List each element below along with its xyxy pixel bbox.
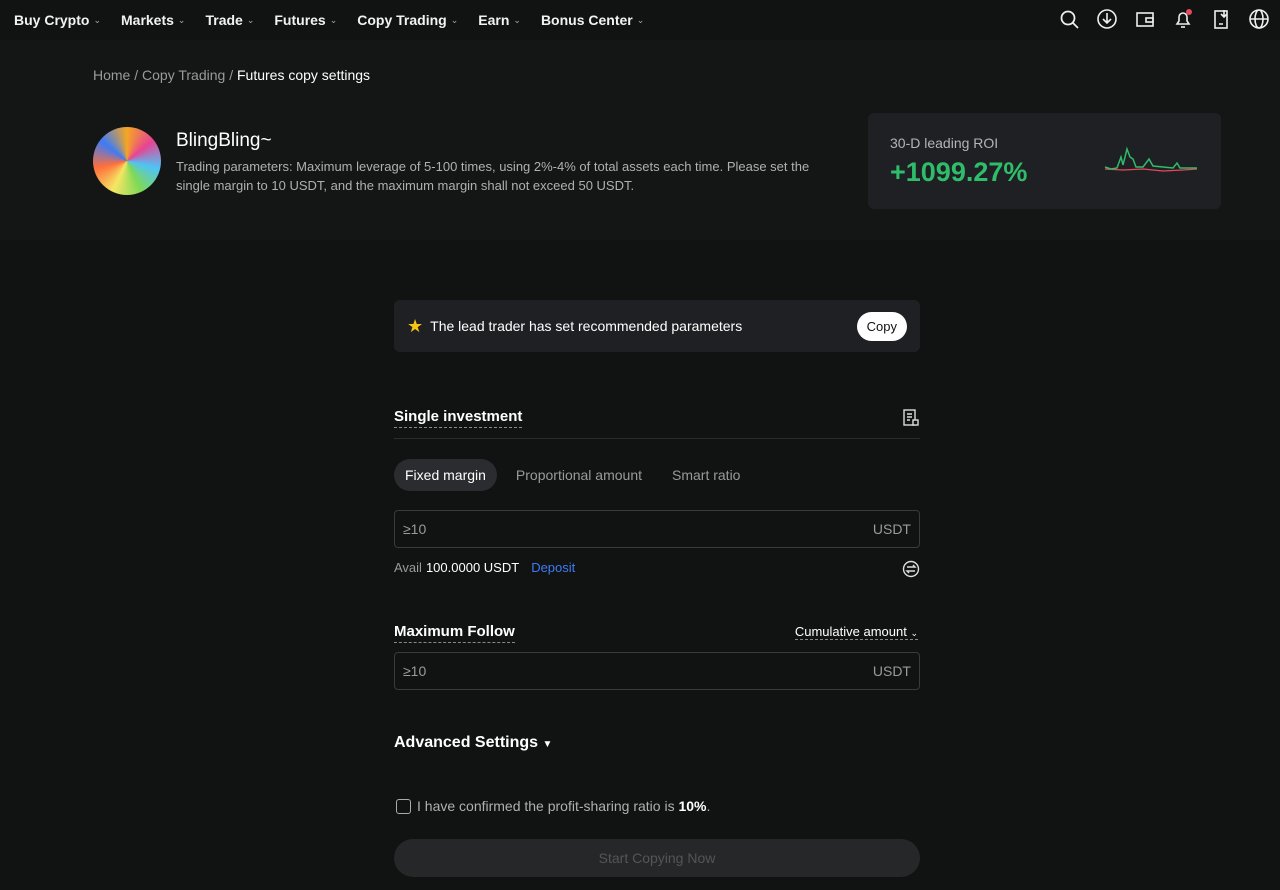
trader-header: Home / Copy Trading / Futures copy setti… [0,40,1280,240]
tab-fixed-margin[interactable]: Fixed margin [394,459,497,491]
transfer-icon[interactable] [902,560,920,581]
chevron-down-icon: ⌄ [450,14,459,25]
breadcrumb-copy-trading[interactable]: Copy Trading [142,67,226,83]
search-icon[interactable] [1058,8,1080,30]
maximum-follow-input[interactable]: ≥10 USDT [394,652,920,690]
nav-label: Bonus Center [540,12,633,28]
chevron-down-icon: ⌄ [329,14,338,25]
dropdown-value: Cumulative amount [794,624,907,639]
nav-copy-trading[interactable]: Copy Trading ⌄ [357,12,458,28]
breadcrumb-current: Futures copy settings [236,67,371,83]
nav-earn[interactable]: Earn ⌄ [478,12,521,28]
roi-card: 30-D leading ROI +1099.27% [868,113,1221,209]
input-unit: USDT [872,521,911,537]
profit-ratio: 10% [678,798,707,814]
roi-label: 30-D leading ROI [890,135,999,151]
avail-value: 100.0000 USDT [425,560,520,575]
document-icon[interactable] [902,408,920,433]
start-copying-button[interactable]: Start Copying Now [394,839,920,877]
maximum-follow-title: Maximum Follow [394,623,515,643]
download-icon[interactable] [1096,8,1118,30]
input-placeholder: ≥10 [403,521,427,537]
nav-bonus-center[interactable]: Bonus Center ⌄ [541,12,644,28]
recommended-banner: ★ The lead trader has set recommended pa… [394,300,920,352]
banner-text: The lead trader has set recommended para… [430,318,743,334]
nav-label: Earn [478,12,510,28]
confirm-end: . [706,798,711,814]
nav-label: Futures [274,12,326,28]
chevron-down-icon: ⌄ [246,14,255,25]
nav-futures[interactable]: Futures ⌄ [274,12,337,28]
chevron-down-icon: ⌄ [93,14,101,25]
cumulative-amount-dropdown[interactable]: Cumulative amount ⌄ [794,624,918,640]
star-icon: ★ [407,315,424,336]
chevron-down-icon: ⌄ [513,14,521,25]
breadcrumb: Home / Copy Trading / Futures copy setti… [93,67,371,83]
confirm-checkbox[interactable] [396,798,411,814]
nav-buy-crypto[interactable]: Buy Crypto ⌄ [14,12,101,28]
caret-down-icon: ▼ [542,739,553,750]
wallet-icon[interactable] [1134,8,1156,30]
nav-label: Markets [121,12,174,28]
input-placeholder: ≥10 [403,663,427,679]
trader-description: Trading parameters: Maximum leverage of … [176,159,810,193]
bell-icon[interactable] [1172,8,1194,30]
available-balance: Avail 100.0000 USDT Deposit [394,560,920,581]
breadcrumb-home[interactable]: Home [93,67,131,83]
top-nav: Buy Crypto ⌄ Markets ⌄ Trade ⌄ Futures ⌄ Cop… [0,0,1280,40]
single-margin-input[interactable]: ≥10 USDT [394,510,920,548]
chevron-down-icon: ⌄ [636,14,645,25]
nav-label: Trade [205,12,243,28]
profit-sharing-confirm: I have confirmed the profit-sharing rati… [394,798,920,814]
advanced-settings-label: Advanced Settings [394,734,539,751]
roi-value: +1099.27% [890,157,1028,187]
globe-icon[interactable] [1248,8,1270,30]
mobile-download-icon[interactable] [1210,8,1232,30]
nav-markets[interactable]: Markets ⌄ [121,12,185,28]
deposit-link[interactable]: Deposit [531,560,576,575]
avail-label: Avail [394,560,422,575]
chevron-down-icon: ⌄ [910,628,918,638]
advanced-settings-toggle[interactable]: Advanced Settings ▼ [394,734,920,752]
nav-label: Buy Crypto [14,12,90,28]
copy-button[interactable]: Copy [856,311,907,341]
chevron-down-icon: ⌄ [177,14,186,25]
nav-label: Copy Trading [357,12,447,28]
tab-proportional-amount[interactable]: Proportional amount [515,467,642,483]
roi-sparkline [1104,146,1198,172]
single-investment-title: Single investment [394,408,523,428]
trader-name: BlingBling~ [176,130,272,151]
margin-mode-tabs: Fixed margin Proportional amount Smart r… [394,459,920,491]
nav-trade[interactable]: Trade ⌄ [205,12,254,28]
input-unit: USDT [872,663,911,679]
tab-smart-ratio[interactable]: Smart ratio [672,467,741,483]
confirm-text: I have confirmed the profit-sharing rati… [417,798,679,814]
avatar [93,127,161,195]
